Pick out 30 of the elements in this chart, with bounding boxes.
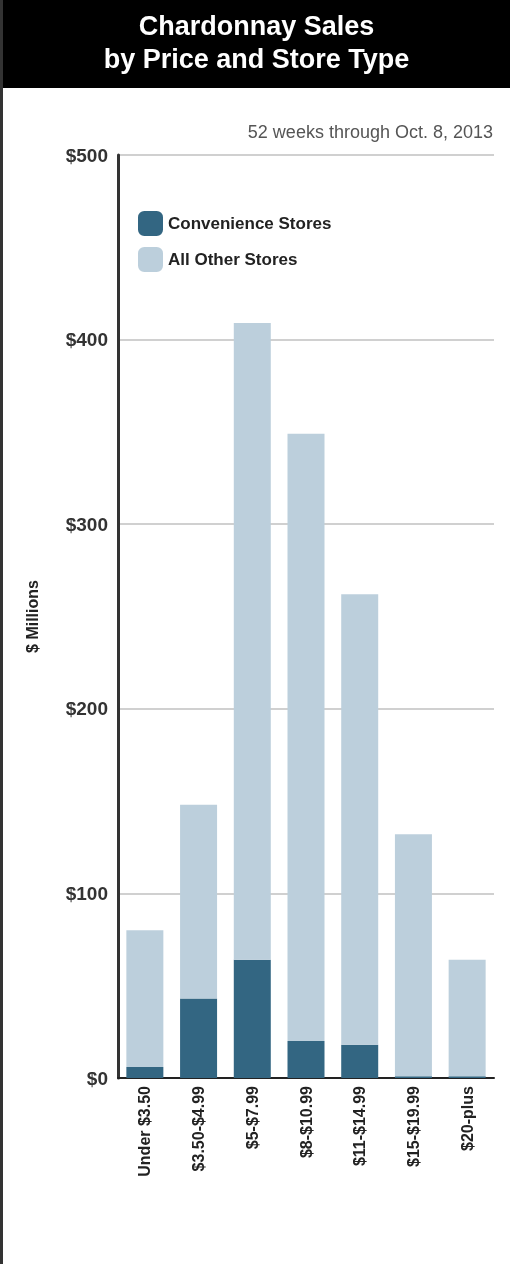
legend-label: Convenience Stores	[168, 214, 332, 233]
x-tick-label: $3.50-$4.99	[190, 1085, 208, 1172]
y-tick-label: $500	[65, 144, 108, 166]
y-tick-label: $200	[65, 698, 108, 720]
y-tick-label: $100	[65, 882, 108, 904]
chart-title: Chardonnay Sales by Price and Store Type	[3, 0, 510, 88]
x-tick-label: $8-$10.99	[297, 1085, 315, 1159]
x-tick-label: Under $3.50	[136, 1085, 154, 1177]
legend-label: All Other Stores	[168, 250, 298, 269]
bar	[180, 998, 218, 1078]
bar	[287, 433, 325, 1042]
y-tick-label: $0	[86, 1067, 108, 1089]
bar	[341, 594, 379, 1045]
bar	[341, 1044, 379, 1078]
x-tick-label: $15-$19.99	[404, 1085, 422, 1167]
bar	[233, 959, 271, 1078]
bar	[448, 959, 486, 1077]
x-tick-label: $11-$14.99	[351, 1085, 369, 1167]
bar	[394, 834, 432, 1077]
chart-subtitle: 52 weeks through Oct. 8, 2013	[247, 122, 493, 142]
y-tick-label: $300	[65, 513, 108, 535]
bar	[287, 1041, 325, 1078]
bar	[126, 1066, 164, 1078]
y-tick-label: $400	[65, 329, 108, 351]
y-axis-title: $ Millions	[23, 579, 41, 653]
bar	[180, 804, 218, 999]
bar	[233, 322, 271, 960]
x-tick-label: $20-plus	[458, 1085, 476, 1151]
bar	[126, 930, 164, 1067]
x-tick-label: $5-$7.99	[243, 1085, 261, 1150]
